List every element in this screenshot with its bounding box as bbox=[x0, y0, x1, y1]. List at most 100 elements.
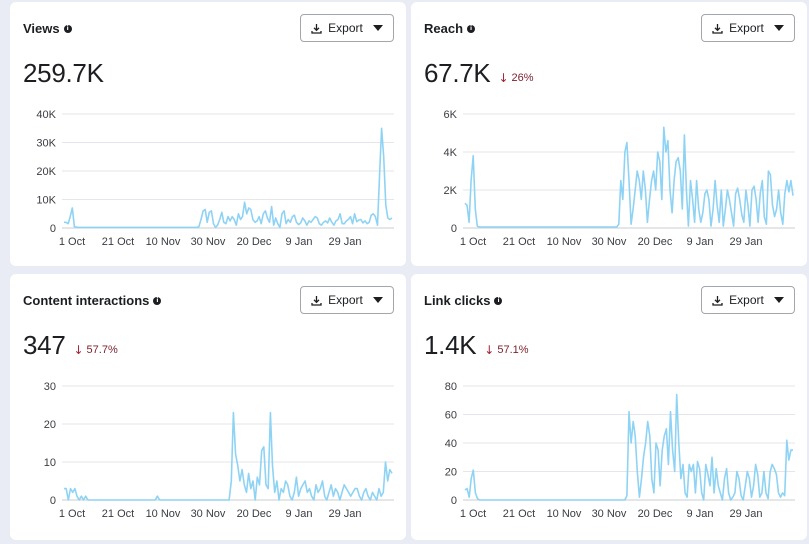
x-tick-label: 21 Oct bbox=[503, 508, 535, 520]
info-icon[interactable]: i bbox=[494, 296, 503, 305]
y-tick-label: 6K bbox=[444, 109, 458, 121]
card-title: Link clicks i bbox=[424, 293, 503, 308]
x-tick-label: 9 Jan bbox=[286, 508, 313, 520]
export-label: Export bbox=[328, 21, 363, 35]
y-tick-label: 2K bbox=[444, 185, 458, 197]
y-tick-label: 30 bbox=[44, 381, 56, 393]
line-chart: 0 10 20 30 1 Oct 21 Oct 10 Nov 30 Nov 20 Dec 9 Ja… bbox=[44, 381, 394, 520]
y-tick-label: 60 bbox=[445, 410, 457, 422]
change-badge: ↓ 26% bbox=[498, 71, 533, 85]
info-icon[interactable]: i bbox=[153, 296, 162, 305]
arrow-down-icon: ↓ bbox=[73, 343, 84, 357]
y-tick-label: 4K bbox=[444, 147, 458, 159]
metric-row: 259.7K bbox=[23, 58, 104, 89]
x-tick-label: 30 Nov bbox=[592, 236, 627, 248]
views-card: Views i Export 259.7K 0 10K 20K 30K 40K 1 Oct 21 O… bbox=[10, 2, 406, 266]
reach-card: Reach i Export 67.7K ↓ 26% 0 2K 4K 6K 1 Oct 21 Oct 1… bbox=[411, 2, 807, 266]
x-tick-label: 9 Jan bbox=[286, 236, 313, 248]
export-label: Export bbox=[729, 21, 764, 35]
card-title-text: Views bbox=[23, 21, 60, 36]
info-icon[interactable]: i bbox=[467, 24, 476, 33]
series-line bbox=[464, 393, 793, 501]
export-label: Export bbox=[729, 293, 764, 307]
change-badge: ↓ 57.1% bbox=[484, 343, 528, 357]
arrow-down-icon: ↓ bbox=[484, 343, 495, 357]
y-tick-label: 0 bbox=[451, 223, 457, 235]
metric-value: 347 bbox=[23, 330, 66, 360]
y-tick-label: 0 bbox=[451, 495, 457, 507]
x-tick-label: 20 Dec bbox=[237, 236, 272, 248]
y-tick-label: 30K bbox=[36, 138, 56, 150]
x-tick-label: 1 Oct bbox=[460, 508, 486, 520]
metric-value: 259.7K bbox=[23, 58, 104, 88]
export-button[interactable]: Export bbox=[701, 14, 795, 42]
card-title: Reach i bbox=[424, 21, 476, 36]
change-value: 57.7% bbox=[86, 344, 118, 356]
metric-value: 1.4K bbox=[424, 330, 477, 360]
series-line bbox=[64, 411, 393, 501]
export-label: Export bbox=[328, 293, 363, 307]
download-icon bbox=[712, 295, 723, 306]
x-tick-label: 20 Dec bbox=[638, 236, 673, 248]
y-tick-label: 10 bbox=[44, 457, 56, 469]
change-value: 26% bbox=[511, 72, 534, 84]
change-badge: ↓ 57.7% bbox=[73, 343, 117, 357]
card-title-text: Link clicks bbox=[424, 293, 491, 308]
download-icon bbox=[712, 23, 723, 34]
export-button[interactable]: Export bbox=[300, 14, 394, 42]
y-tick-label: 20K bbox=[36, 166, 56, 178]
x-tick-label: 20 Dec bbox=[638, 508, 673, 520]
x-tick-label: 30 Nov bbox=[191, 236, 226, 248]
caret-down-icon bbox=[773, 25, 784, 31]
x-tick-label: 20 Dec bbox=[237, 508, 272, 520]
export-button[interactable]: Export bbox=[300, 286, 394, 314]
caret-down-icon bbox=[773, 297, 784, 303]
line-chart: 0 10K 20K 30K 40K 1 Oct 21 Oct 10 Nov 30 Nov 20 D… bbox=[36, 109, 394, 248]
metric-row: 1.4K ↓ 57.1% bbox=[424, 330, 529, 361]
content-interactions-card: Content interactions i Export 347 ↓ 57.7% 0 10 2… bbox=[10, 274, 406, 540]
card-title: Content interactions i bbox=[23, 293, 162, 308]
y-tick-label: 10K bbox=[36, 195, 56, 207]
metric-value: 67.7K bbox=[424, 58, 491, 88]
x-tick-label: 29 Jan bbox=[328, 508, 361, 520]
x-tick-label: 9 Jan bbox=[687, 236, 714, 248]
caret-down-icon bbox=[372, 25, 383, 31]
x-tick-label: 9 Jan bbox=[687, 508, 714, 520]
arrow-down-icon: ↓ bbox=[498, 71, 509, 85]
card-title: Views i bbox=[23, 21, 72, 36]
y-tick-label: 0 bbox=[50, 223, 56, 235]
x-tick-label: 10 Nov bbox=[547, 508, 582, 520]
x-tick-label: 30 Nov bbox=[592, 508, 627, 520]
metric-row: 67.7K ↓ 26% bbox=[424, 58, 534, 89]
y-tick-label: 20 bbox=[445, 467, 457, 479]
card-title-text: Content interactions bbox=[23, 293, 150, 308]
y-tick-label: 40 bbox=[445, 438, 457, 450]
x-tick-label: 29 Jan bbox=[328, 236, 361, 248]
x-tick-label: 21 Oct bbox=[503, 236, 535, 248]
link-clicks-card: Link clicks i Export 1.4K ↓ 57.1% 0 20 40 60 80 1 O… bbox=[411, 274, 807, 540]
x-tick-label: 10 Nov bbox=[146, 236, 181, 248]
caret-down-icon bbox=[372, 297, 383, 303]
x-tick-label: 1 Oct bbox=[59, 508, 85, 520]
download-icon bbox=[311, 295, 322, 306]
x-tick-label: 1 Oct bbox=[460, 236, 486, 248]
export-button[interactable]: Export bbox=[701, 286, 795, 314]
x-tick-label: 29 Jan bbox=[729, 236, 762, 248]
x-tick-label: 30 Nov bbox=[191, 508, 226, 520]
line-chart: 0 2K 4K 6K 1 Oct 21 Oct 10 Nov 30 Nov 20 Dec 9 Ja… bbox=[444, 109, 795, 248]
x-tick-label: 10 Nov bbox=[547, 236, 582, 248]
y-tick-label: 80 bbox=[445, 381, 457, 393]
y-tick-label: 0 bbox=[50, 495, 56, 507]
change-value: 57.1% bbox=[497, 344, 529, 356]
y-tick-label: 20 bbox=[44, 419, 56, 431]
card-title-text: Reach bbox=[424, 21, 464, 36]
info-icon[interactable]: i bbox=[63, 24, 72, 33]
series-line bbox=[64, 127, 393, 229]
series-line bbox=[464, 126, 794, 228]
x-tick-label: 10 Nov bbox=[146, 508, 181, 520]
y-tick-label: 40K bbox=[36, 109, 56, 121]
x-tick-label: 1 Oct bbox=[59, 236, 85, 248]
download-icon bbox=[311, 23, 322, 34]
line-chart: 0 20 40 60 80 1 Oct 21 Oct 10 Nov 30 Nov 20 Dec 9 … bbox=[445, 381, 795, 520]
x-tick-label: 21 Oct bbox=[102, 508, 134, 520]
